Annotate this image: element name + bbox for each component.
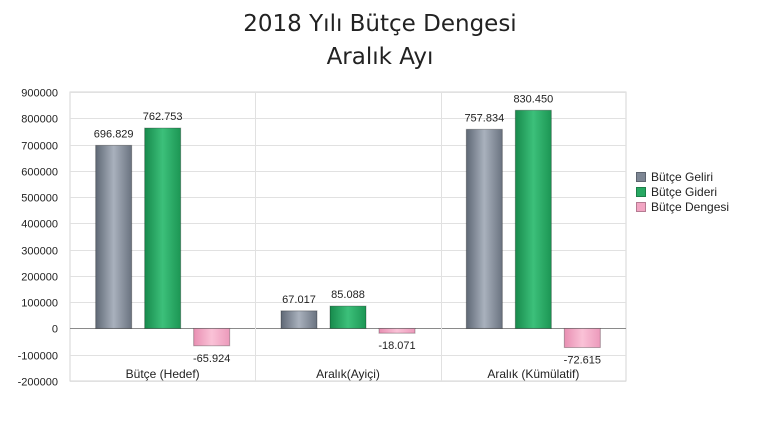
- x-tick-label: Bütçe (Hedef): [126, 367, 200, 381]
- legend-item-denge[interactable]: Bütçe Dengesi: [636, 200, 729, 214]
- data-label: 85.088: [331, 289, 365, 301]
- legend-swatch-denge: [636, 202, 646, 212]
- data-label: 830.450: [513, 93, 553, 105]
- y-tick-label: 100000: [21, 298, 58, 310]
- chart-title-block: 2018 Yılı Bütçe Dengesi Aralık Ayı: [0, 8, 760, 74]
- legend-item-gelir[interactable]: Bütçe Geliri: [636, 170, 729, 184]
- bar: [95, 144, 133, 329]
- legend-label-gelir: Bütçe Geliri: [651, 170, 714, 184]
- y-tick-label: 500000: [21, 193, 58, 205]
- data-label: 67.017: [282, 294, 316, 306]
- y-tick-label: 600000: [21, 167, 58, 179]
- legend-label-gider: Bütçe Gideri: [651, 185, 718, 199]
- chart-subtitle: Aralık Ayı: [326, 44, 434, 70]
- bar: [193, 327, 231, 347]
- bar: [144, 127, 182, 329]
- y-tick-label: -100000: [18, 351, 58, 363]
- legend-label-denge: Bütçe Dengesi: [651, 200, 730, 214]
- bar: [563, 327, 601, 349]
- x-tick-label: Aralık (Kümülatif): [487, 367, 579, 381]
- y-tick-label: 0: [52, 324, 58, 336]
- legend-item-gider[interactable]: Bütçe Gideri: [636, 185, 729, 199]
- bar: [465, 128, 503, 329]
- data-label: -18.071: [378, 340, 415, 352]
- bar: [378, 327, 416, 334]
- data-label: -72.615: [564, 355, 601, 367]
- y-tick-label: 200000: [21, 272, 58, 284]
- bar: [280, 310, 318, 329]
- y-tick-label: 900000: [21, 88, 58, 100]
- x-tick-label: Aralık(Ayiçi): [316, 367, 380, 381]
- legend-swatch-gelir: [636, 172, 646, 182]
- y-tick-label: 400000: [21, 219, 58, 231]
- legend-swatch-gider: [636, 187, 646, 197]
- y-tick-label: 700000: [21, 141, 58, 153]
- data-label: 696.829: [94, 128, 134, 140]
- bar: [514, 109, 552, 329]
- y-tick-label: -200000: [18, 377, 58, 389]
- chart-legend: Bütçe Geliri Bütçe Gideri Bütçe Dengesi: [636, 170, 729, 215]
- chart-title: 2018 Yılı Bütçe Dengesi: [243, 11, 517, 37]
- bar: [329, 305, 367, 329]
- y-tick-label: 300000: [21, 246, 58, 258]
- y-tick-label: 800000: [21, 114, 58, 126]
- data-label: 762.753: [143, 111, 183, 123]
- data-label: -65.924: [193, 353, 230, 365]
- data-label: 757.834: [464, 112, 504, 124]
